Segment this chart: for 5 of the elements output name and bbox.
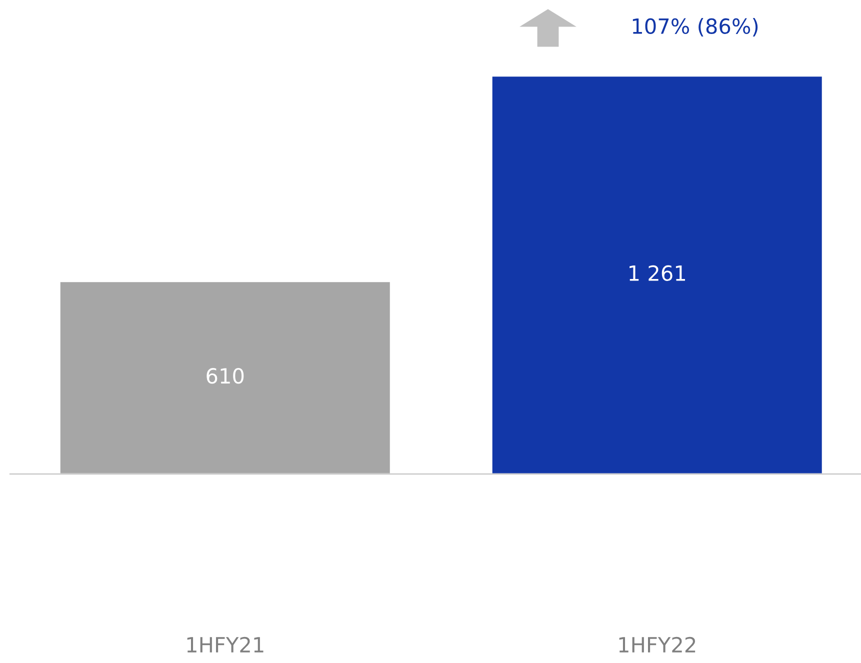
- data-label: 610: [206, 368, 244, 384]
- x-tick-label: 1HFY22: [619, 636, 696, 652]
- text: 107% (86%): [632, 18, 758, 36]
- data-label: 1 261: [630, 265, 686, 281]
- x-tick-label: 1HFY21: [187, 636, 264, 652]
